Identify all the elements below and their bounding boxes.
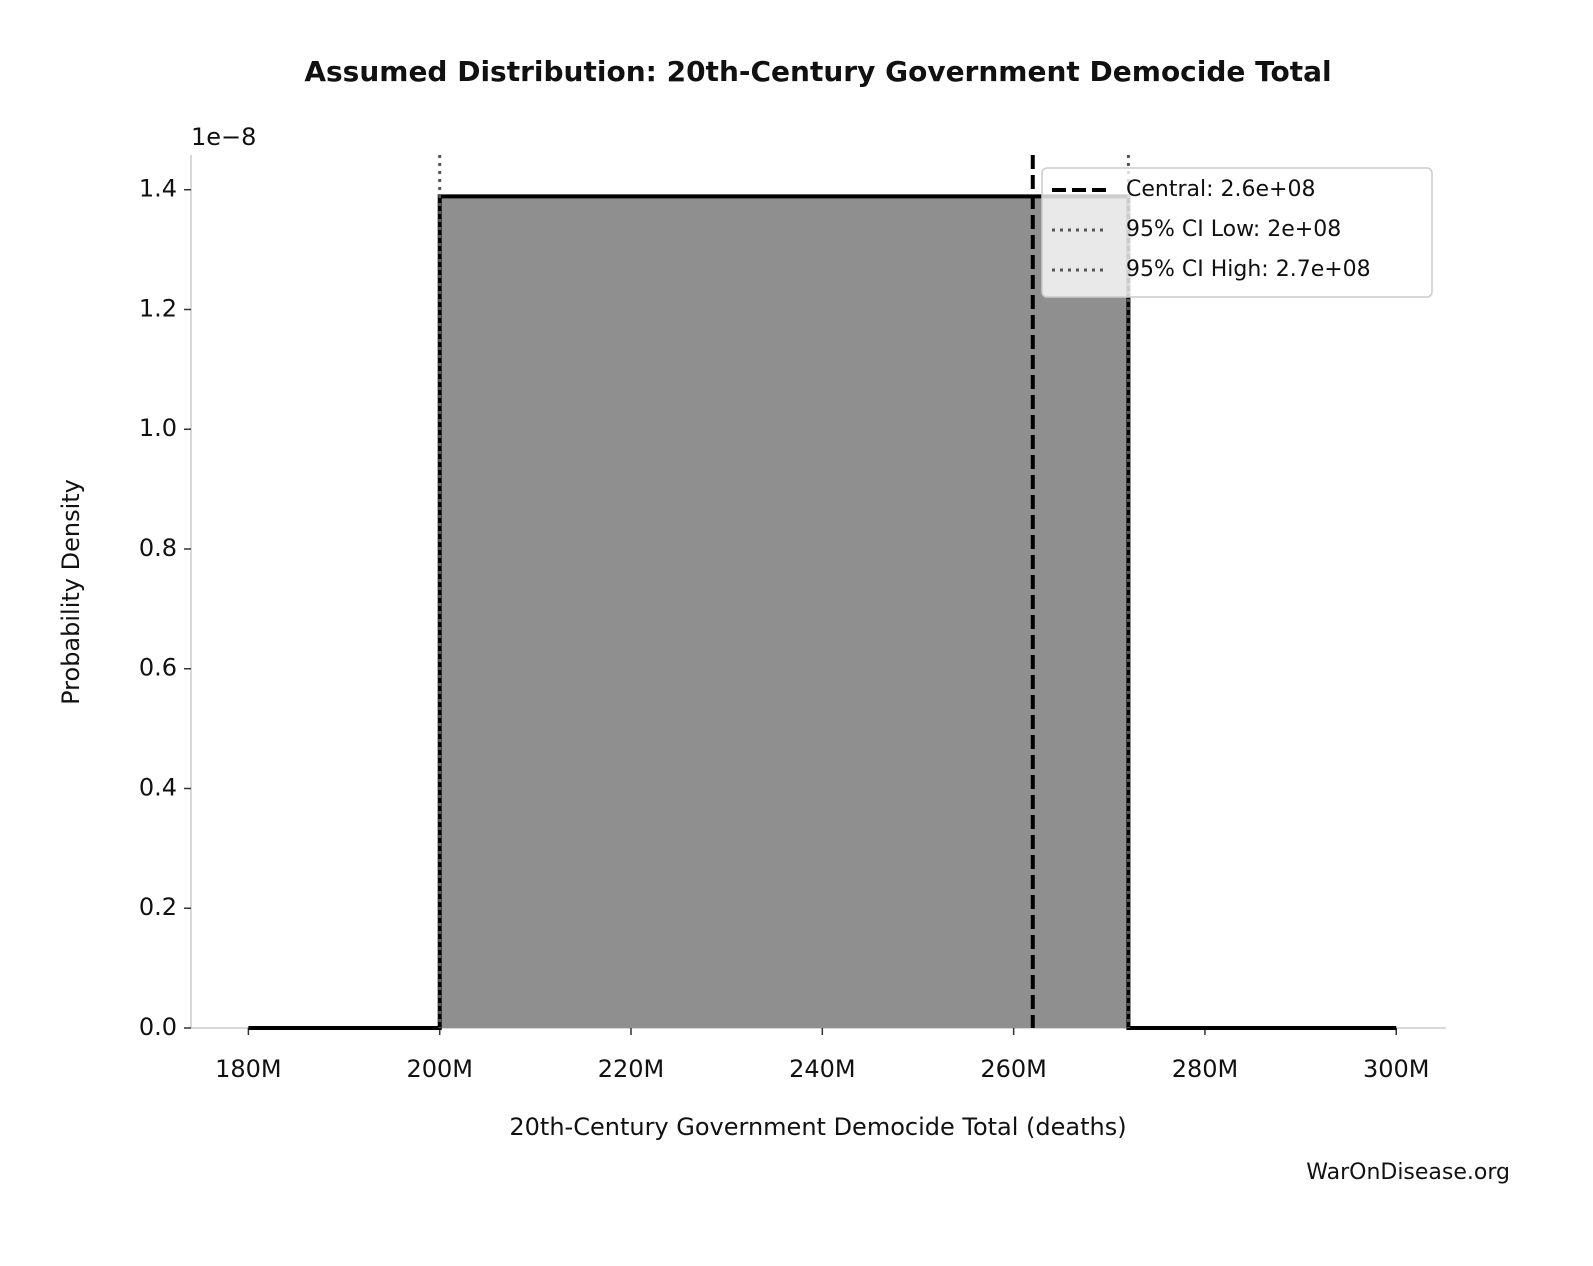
density-line	[248, 194, 1397, 1030]
y-tick-label: 1.0	[139, 414, 177, 442]
legend-box	[1041, 167, 1433, 298]
x-tick-label: 240M	[789, 1055, 856, 1083]
chart-title: Assumed Distribution: 20th-Century Gover…	[304, 55, 1331, 88]
y-tick-label: 0.6	[139, 654, 177, 682]
legend-label: Central: 2.6e+08	[1126, 177, 1315, 202]
legend-label: 95% CI Low: 2e+08	[1126, 217, 1341, 242]
y-tick-label: 0.8	[139, 534, 177, 562]
y-axis-label: Probability Density	[57, 479, 85, 705]
x-axis-label: 20th-Century Government Democide Total (…	[509, 1113, 1126, 1141]
x-tick-label: 180M	[215, 1055, 282, 1083]
x-tick-label: 260M	[980, 1055, 1047, 1083]
y-tick-label: 1.4	[139, 175, 177, 203]
x-tick-label: 280M	[1172, 1055, 1239, 1083]
y-tick-label: 0.2	[139, 893, 177, 921]
y-tick-label: 0.4	[139, 773, 177, 801]
x-tick-label: 300M	[1363, 1055, 1430, 1083]
x-tick-label: 220M	[598, 1055, 665, 1083]
legend-label: 95% CI High: 2.7e+08	[1126, 257, 1371, 282]
y-tick-label: 1.2	[139, 294, 177, 322]
watermark: WarOnDisease.org	[1306, 1160, 1510, 1185]
x-tick-label: 200M	[406, 1055, 473, 1083]
y-offset-label: 1e−8	[191, 123, 256, 151]
density-area	[248, 196, 1397, 1028]
y-tick-label: 0.0	[139, 1013, 177, 1041]
